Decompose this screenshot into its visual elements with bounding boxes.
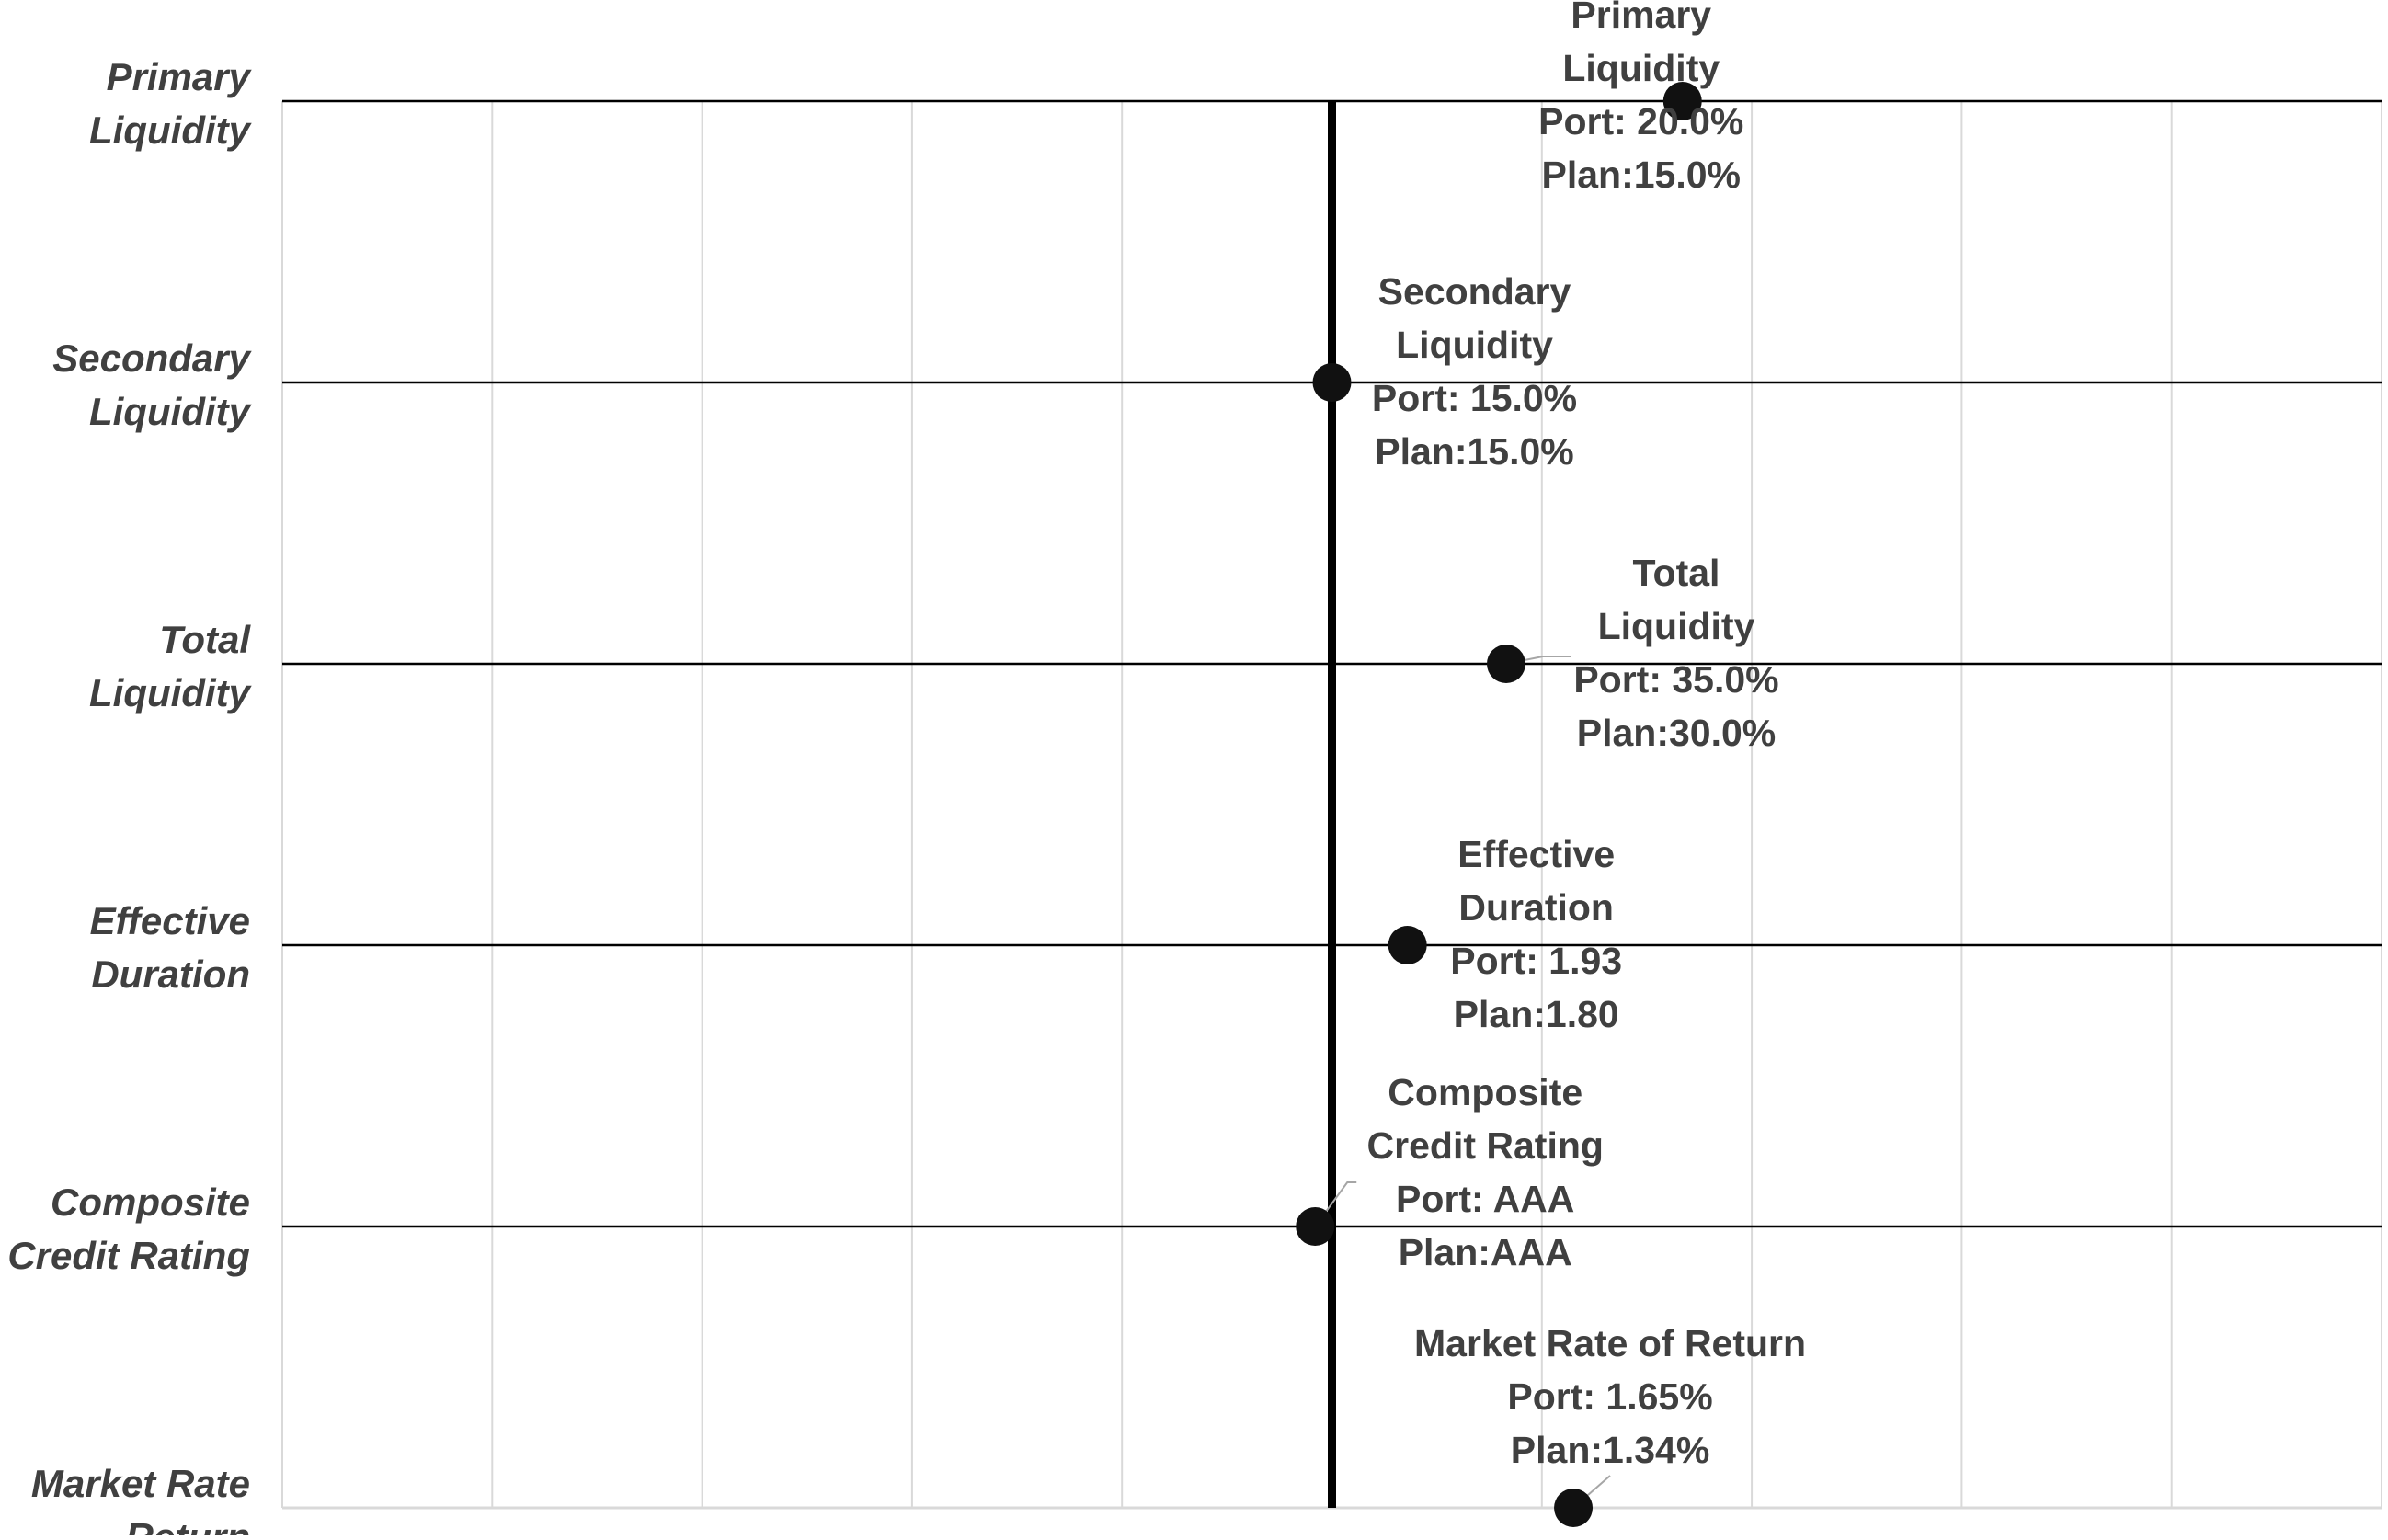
category-label: Primary Liquidity (89, 55, 253, 152)
category-label: Composite Credit Rating (7, 1181, 250, 1277)
data-point (1312, 363, 1352, 402)
data-point (1554, 1489, 1594, 1527)
data-label: Market Rate of Return Port: 1.65% Plan:1.3… (1414, 1322, 1806, 1471)
data-point (1388, 926, 1427, 964)
data-point (1486, 645, 1525, 683)
data-label: Composite Credit Rating Port: AAA Plan:AAA (1367, 1071, 1604, 1273)
category-label: Total Liquidity (89, 618, 253, 714)
category-label: Market RateReturn (31, 1462, 250, 1535)
data-point (1662, 82, 1702, 120)
data-label: Primary Liquidity Port: 20.0% Plan:15.0% (1538, 0, 1743, 196)
data-label: Secondary Liquidity Port: 15.0% Plan:15.0% (1372, 270, 1577, 473)
data-label: Total Liquidity Port: 35.0% Plan:30.0% (1573, 552, 1778, 754)
category-label: Effective Duration (90, 899, 250, 996)
data-label: Effective Duration Port: 1.93 Plan:1.80 (1450, 833, 1622, 1035)
category-label: Secondary Liquidity (52, 337, 252, 433)
data-point (1296, 1207, 1335, 1246)
